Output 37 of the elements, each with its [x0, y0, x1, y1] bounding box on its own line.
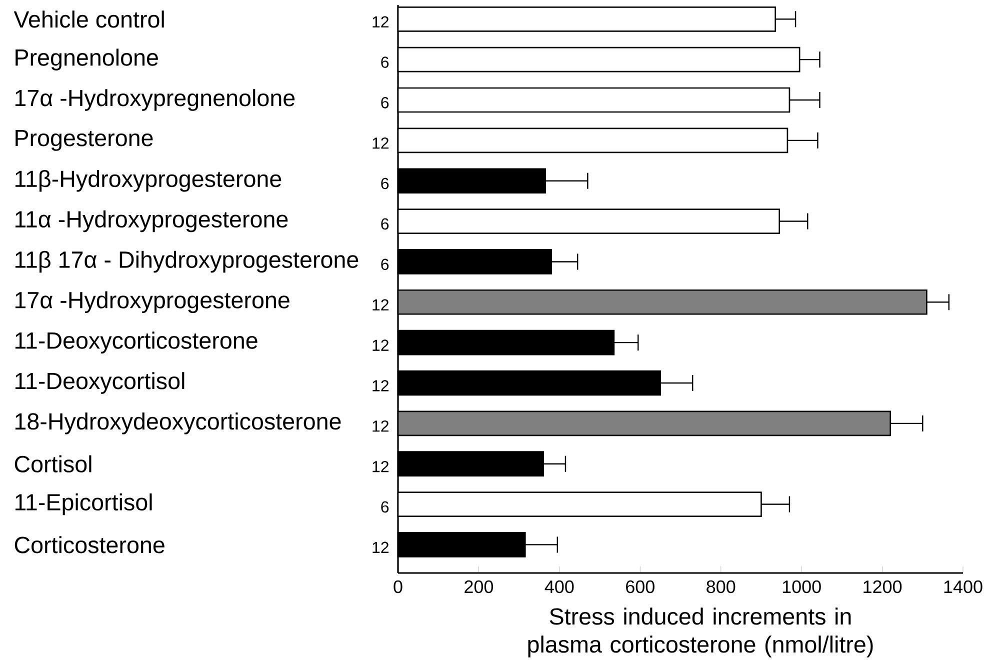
text: 6 [381, 56, 389, 68]
text: 12 [372, 340, 388, 351]
y-tick-label: Corticosterone [14, 536, 164, 554]
x-tick-label: 1000 [782, 580, 821, 594]
y-tick-label: Vehicle control [14, 10, 164, 28]
y-tick-label: 11β 17α - Dihydroxyprogesterone [15, 250, 358, 273]
y-tick-label: 11-Deoxycortisol [15, 372, 184, 394]
text: 6 [381, 501, 389, 513]
text: 12 [372, 420, 388, 432]
y-tick-label: 17α -Hydroxyprogesterone [15, 291, 290, 314]
x-axis-title: Stress induced increments in plasma corticosterone (nmol/litre) [528, 608, 873, 658]
text: 12 [372, 16, 388, 28]
y-tick-label: 11-Deoxycorticosterone [15, 332, 258, 354]
text: 12 [372, 138, 388, 149]
text: 6 [381, 178, 389, 190]
x-tick-label: 800 [706, 580, 736, 594]
x-tick-label: 600 [626, 580, 654, 594]
y-tick-label: 11-Epicortisol [15, 493, 152, 516]
text: 6 [381, 97, 389, 108]
y-tick-label: Progesterone [16, 130, 153, 151]
x-tick-label: 1400 [944, 580, 982, 594]
x-tick-label: 400 [544, 580, 574, 594]
y-tick-label: Cortisol [14, 455, 92, 472]
y-tick-label: Pregnenolone [16, 48, 158, 70]
text: 6 [381, 258, 389, 270]
x-tick-label: 1200 [864, 580, 902, 594]
text: 12 [372, 460, 388, 472]
y-tick-label: 18-Hydroxydeoxycorticosterone [15, 412, 341, 434]
x-tick-label: 0 [394, 580, 402, 594]
text: 6 [381, 218, 389, 230]
x-tick-label: 200 [464, 580, 494, 594]
y-tick-label: 11β-Hydroxyprogesterone [15, 170, 282, 192]
text: 12 [372, 542, 388, 553]
text: 12 [372, 380, 388, 392]
y-tick-label: 17α -Hydroxypregnenolone [15, 89, 295, 111]
text: 12 [372, 299, 388, 310]
y-tick-label: 11α -Hydroxyprogesterone [15, 210, 288, 232]
